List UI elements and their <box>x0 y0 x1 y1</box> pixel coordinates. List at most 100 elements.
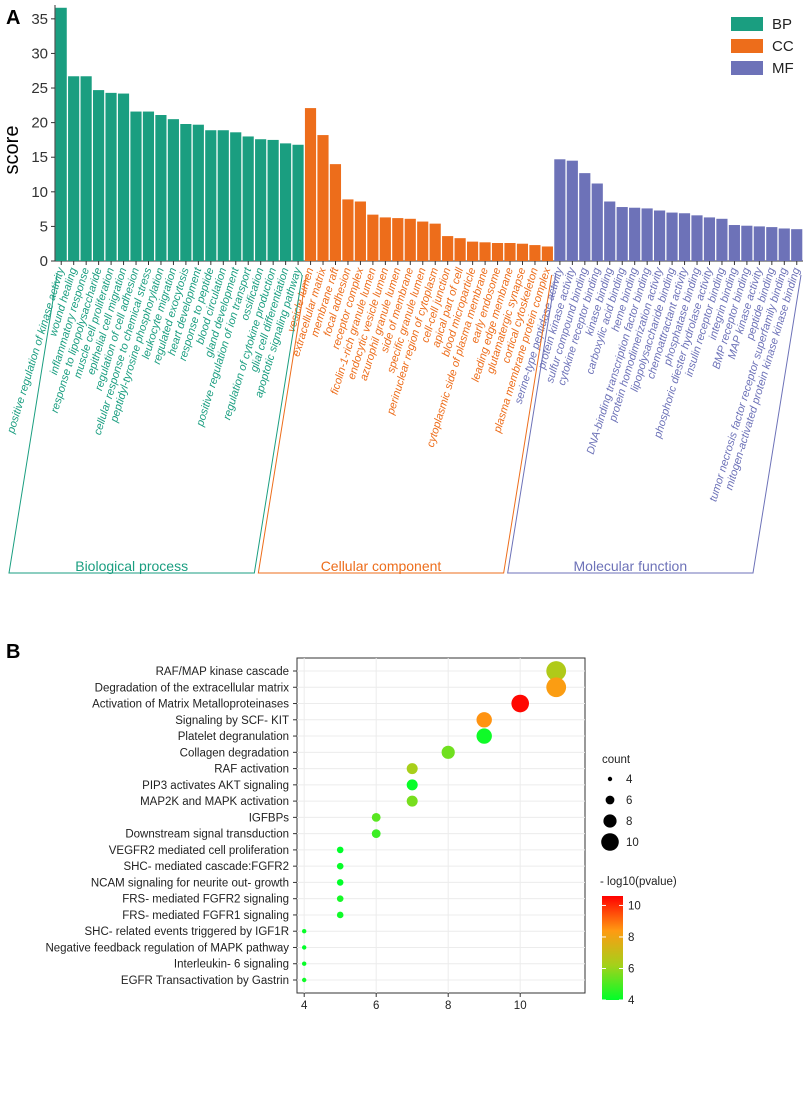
group-bracket <box>257 274 553 574</box>
count-legend-dot <box>603 814 617 828</box>
bar <box>367 214 379 261</box>
legend-label: BP <box>772 16 792 33</box>
panel-a-legend: BP CC MF <box>731 16 794 77</box>
count-legend-label: 4 <box>626 774 633 786</box>
bar <box>504 243 516 261</box>
panel-b-x-tick-label: 8 <box>445 1000 451 1012</box>
panel-b-label: B <box>6 641 20 663</box>
data-point <box>302 961 307 966</box>
group-label: Cellular component <box>321 558 442 574</box>
data-point <box>406 795 418 807</box>
bar <box>342 199 354 261</box>
bar <box>329 164 342 261</box>
panel-b-y-tick-label: MAP2K and MAPK activation <box>140 796 289 808</box>
panel-a-bars <box>55 7 803 265</box>
panel-a-label: A <box>6 7 20 29</box>
pvalue-legend-title: - log10(pvalue) <box>600 876 677 888</box>
bar <box>354 201 366 261</box>
bar <box>130 111 142 261</box>
pvalue-tick-label: 8 <box>628 932 634 944</box>
data-point <box>302 977 307 983</box>
bar <box>691 215 703 261</box>
bar <box>80 76 92 261</box>
panel-b-y-tick-label: SHC- mediated cascade:FGFR2 <box>123 861 289 873</box>
legend-swatch <box>731 17 763 31</box>
panel-b-y-tick-label: EGFR Transactivation by Gastrin <box>121 975 289 987</box>
panel-b-x-tick-label: 10 <box>514 1000 527 1012</box>
bar <box>479 242 491 261</box>
bar <box>554 159 566 261</box>
panel-a-y-axis: 0 5 10 15 20 25 30 35 <box>31 5 803 270</box>
panel-b-grid <box>297 658 585 993</box>
bar <box>678 213 691 261</box>
bar <box>442 236 454 261</box>
bar <box>666 212 678 261</box>
bar <box>180 124 192 261</box>
panel-b-y-tick-label: Degradation of the extracellular matrix <box>95 682 290 694</box>
panel-a-y-tick-label: 0 <box>40 253 48 270</box>
bar <box>230 132 242 261</box>
bar <box>454 238 466 261</box>
bar <box>317 135 329 261</box>
panel-b-y-tick-label: Activation of Matrix Metalloproteinases <box>92 699 289 711</box>
data-point <box>336 879 344 886</box>
count-legend-label: 10 <box>626 837 639 849</box>
panel-b-points <box>302 661 567 983</box>
panel-b-y-tick-label: Platelet degranulation <box>178 731 289 743</box>
bar <box>791 229 803 261</box>
bar <box>716 218 728 261</box>
bar <box>491 243 504 261</box>
data-point <box>302 945 307 950</box>
group-bracket <box>8 274 303 574</box>
panel-b-y-tick-label: Downstream signal transduction <box>125 829 289 841</box>
data-point <box>336 846 344 854</box>
data-point <box>336 895 344 902</box>
data-point <box>406 763 418 775</box>
bar <box>217 130 229 261</box>
data-point <box>302 929 307 934</box>
count-legend-label: 6 <box>626 795 632 807</box>
bar <box>566 160 578 261</box>
bar <box>404 218 416 261</box>
data-point <box>476 728 492 744</box>
bar <box>392 218 404 261</box>
pvalue-tick-label: 4 <box>628 995 635 1007</box>
panel-b-count-legend: count 4 6 8 10 <box>601 754 639 851</box>
panel-b-y-tick-label: RAF/MAP kinase cascade <box>156 666 289 678</box>
bar <box>267 139 279 261</box>
bar <box>703 217 716 261</box>
panel-b-x-tick-label: 6 <box>373 1000 379 1012</box>
bar <box>429 223 441 261</box>
bar <box>516 243 529 261</box>
count-legend-dot <box>607 776 613 782</box>
bar <box>728 225 740 261</box>
bar <box>579 173 591 261</box>
panel-a-y-tick-label: 30 <box>31 45 48 62</box>
legend-swatch <box>731 61 763 75</box>
data-point <box>476 712 492 728</box>
data-point <box>546 677 567 698</box>
panel-a-y-tick-label: 25 <box>31 80 48 97</box>
legend-swatch <box>731 39 763 53</box>
bar <box>167 119 179 261</box>
pvalue-color-bar <box>602 896 623 1000</box>
data-point <box>441 745 455 759</box>
bar <box>629 207 641 261</box>
count-legend-dot <box>601 833 619 851</box>
panel-b-x-tick-label: 4 <box>301 1000 308 1012</box>
count-legend-label: 8 <box>626 816 632 828</box>
bar <box>117 93 130 261</box>
bar <box>105 92 117 261</box>
bar <box>766 227 778 261</box>
panel-b-y-tick-label: IGFBPs <box>249 812 290 824</box>
bar <box>529 245 541 261</box>
panel-a-y-tick-label: 10 <box>31 184 48 201</box>
data-point <box>511 694 529 713</box>
panel-b-x-axis: 4 6 8 10 <box>301 993 527 1012</box>
group-label: Molecular function <box>574 558 688 574</box>
bar <box>142 111 155 261</box>
panel-b-y-tick-label: FRS- mediated FGFR2 signaling <box>122 894 289 906</box>
panel-a-x-tick-labels: positive regulation of kinase activitywo… <box>5 265 803 503</box>
bar <box>55 7 67 262</box>
bar <box>753 226 765 261</box>
